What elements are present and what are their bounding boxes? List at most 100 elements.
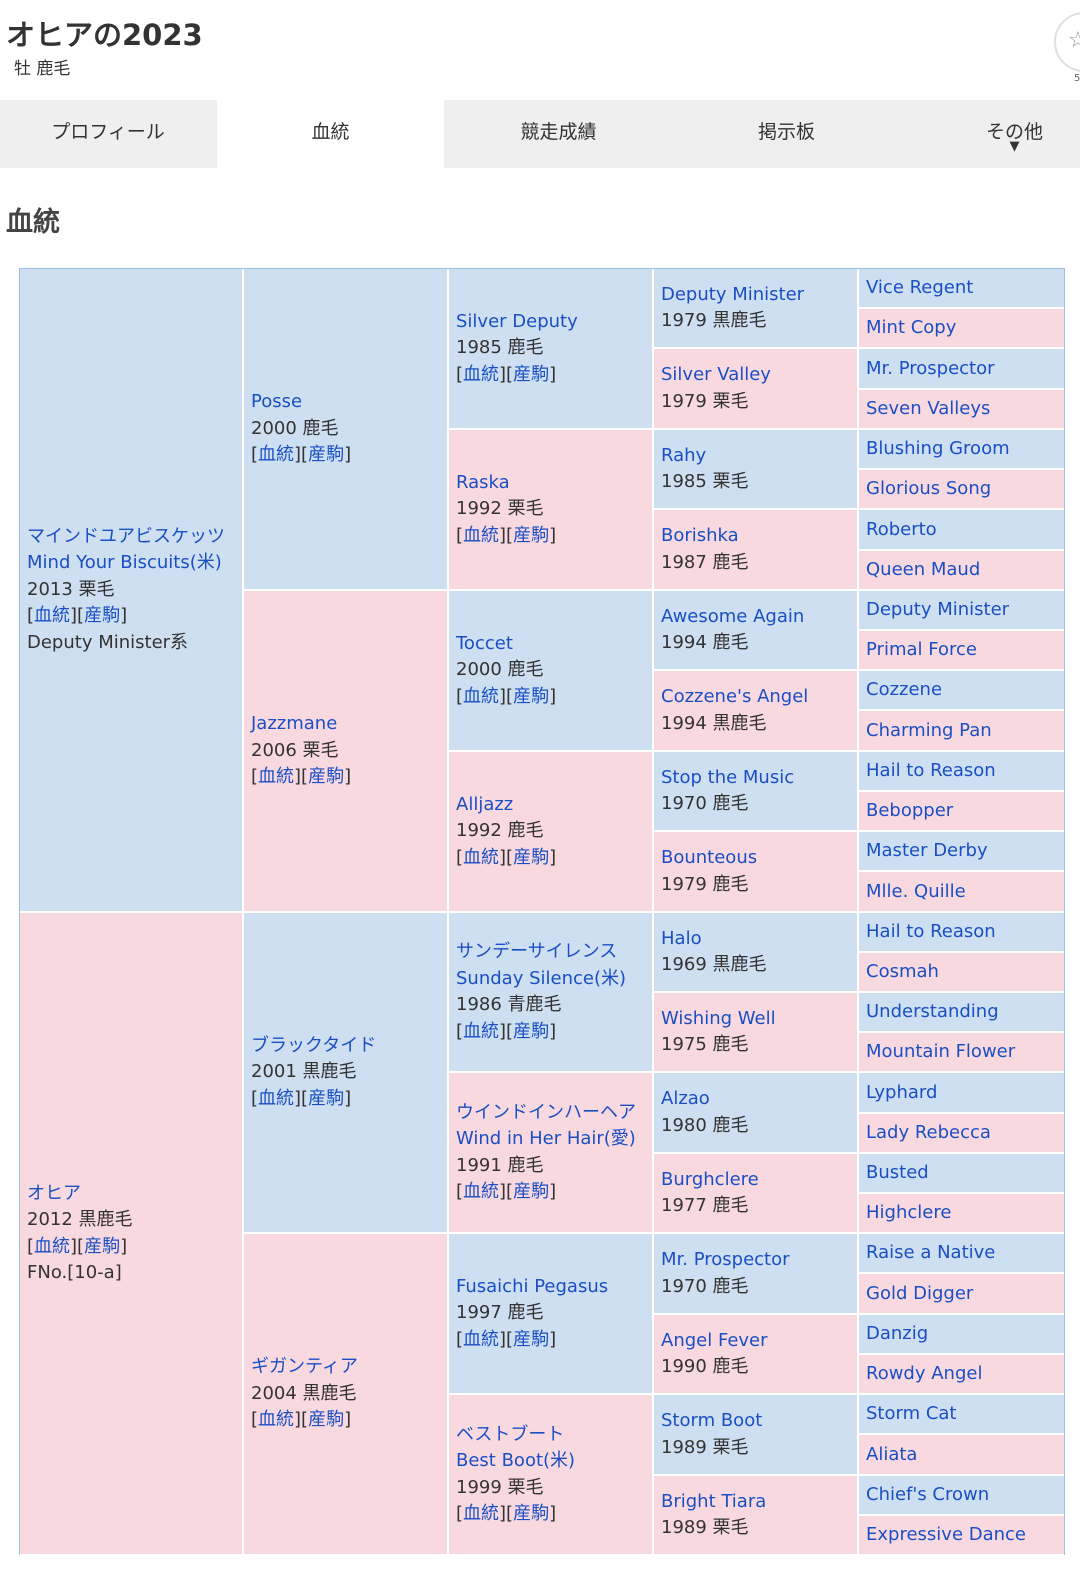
horse-name-jp-link[interactable]: サンデーサイレンス (456, 941, 618, 962)
offspring-link[interactable]: 産駒 (513, 685, 550, 707)
horse-name-link[interactable]: Awesome Again (661, 605, 805, 627)
horse-name-link[interactable]: Rowdy Angel (866, 1363, 983, 1384)
horse-name-link[interactable]: Posse (251, 391, 303, 413)
pedigree-link[interactable]: 血統 (34, 605, 71, 627)
horse-name-link[interactable]: Sunday Silence(米) (456, 967, 626, 989)
horse-name-link[interactable]: Bounteous (661, 847, 758, 868)
horse-name-link[interactable]: Primal Force (866, 639, 977, 660)
horse-name-link[interactable]: ギガンティア (251, 1356, 358, 1378)
horse-name-link[interactable]: Fusaichi Pegasus (456, 1275, 609, 1297)
pedigree-link[interactable]: 血統 (463, 1328, 500, 1350)
horse-name-jp-link[interactable]: ベストブート (456, 1423, 565, 1445)
pedigree-link[interactable]: 血統 (463, 846, 500, 868)
offspring-link[interactable]: 産駒 (308, 766, 345, 788)
horse-name-link[interactable]: Raska (456, 471, 510, 493)
horse-name-link[interactable]: Bright Tiara (661, 1490, 767, 1512)
pedigree-link[interactable]: 血統 (258, 444, 295, 466)
horse-name-link[interactable]: Hail to Reason (866, 921, 996, 942)
horse-name-link[interactable]: Lyphard (866, 1081, 938, 1103)
offspring-link[interactable]: 産駒 (513, 363, 550, 385)
horse-name-link[interactable]: Hail to Reason (866, 760, 996, 781)
horse-name-link[interactable]: Storm Boot (661, 1410, 763, 1431)
horse-name-link[interactable]: Mind Your Biscuits(米) (27, 552, 222, 574)
horse-name-link[interactable]: Queen Maud (866, 559, 981, 580)
horse-name-link[interactable]: Mint Copy (866, 317, 957, 338)
horse-name-link[interactable]: Wind in Her Hair(愛) (456, 1128, 636, 1149)
horse-name-link[interactable]: オヒア (27, 1182, 81, 1204)
horse-name-link[interactable]: Mountain Flower (866, 1041, 1016, 1062)
pedigree-link[interactable]: 血統 (34, 1235, 71, 1257)
tab-profile[interactable]: プロフィール (51, 121, 165, 143)
horse-name-link[interactable]: Wishing Well (661, 1007, 776, 1029)
tab-board[interactable]: 掲示板 (757, 121, 815, 143)
horse-name-link[interactable]: Charming Pan (866, 719, 992, 741)
horse-name-link[interactable]: Angel Fever (661, 1329, 768, 1351)
horse-name-link[interactable]: Cosmah (866, 961, 939, 982)
horse-name-link[interactable]: Deputy Minister (661, 283, 805, 305)
horse-name-link[interactable]: Vice Regent (866, 277, 974, 298)
offspring-link[interactable]: 産駒 (513, 846, 550, 868)
horse-name-jp-link[interactable]: マインドユアビスケッツ (27, 525, 225, 547)
horse-name-link[interactable]: Gold Digger (866, 1282, 974, 1304)
horse-name-link[interactable]: Expressive Dance (866, 1524, 1027, 1545)
pedigree-link[interactable]: 血統 (463, 363, 500, 385)
offspring-link[interactable]: 産駒 (84, 1235, 121, 1257)
horse-name-link[interactable]: Lady Rebecca (866, 1122, 991, 1143)
tab-other[interactable]: その他 ▼ (901, 100, 1080, 168)
offspring-link[interactable]: 産駒 (308, 1087, 345, 1109)
horse-name-jp-link[interactable]: ウインドインハーヘア (456, 1101, 636, 1123)
horse-name-link[interactable]: Toccet (456, 632, 513, 654)
horse-name-link[interactable]: Deputy Minister (866, 599, 1010, 620)
pedigree-link[interactable]: 血統 (463, 685, 500, 707)
horse-name-link[interactable]: Danzig (866, 1323, 929, 1344)
horse-name-link[interactable]: Mr. Prospector (866, 357, 995, 379)
horse-name-link[interactable]: Rahy (661, 444, 707, 466)
horse-name-link[interactable]: Stop the Music (661, 766, 795, 788)
horse-name-link[interactable]: Silver Deputy (456, 310, 578, 332)
horse-name-link[interactable]: Highclere (866, 1202, 952, 1223)
horse-name-link[interactable]: Bebopper (866, 800, 954, 821)
offspring-link[interactable]: 産駒 (513, 524, 550, 546)
favorite-button[interactable]: ☆ (1054, 12, 1080, 72)
offspring-link[interactable]: 産駒 (513, 1181, 550, 1202)
horse-name-link[interactable]: Alzao (661, 1088, 710, 1109)
offspring-link[interactable]: 産駒 (84, 605, 121, 627)
horse-name-link[interactable]: ブラックタイド (251, 1034, 377, 1056)
pedigree-link[interactable]: 血統 (258, 1087, 295, 1109)
horse-name-link[interactable]: Burghclere (661, 1168, 759, 1190)
horse-name-link[interactable]: Raise a Native (866, 1242, 996, 1263)
horse-name-link[interactable]: Master Derby (866, 840, 988, 861)
pedigree-link[interactable]: 血統 (463, 1181, 500, 1202)
pedigree-link[interactable]: 血統 (463, 524, 500, 546)
pedigree-link[interactable]: 血統 (463, 1020, 500, 1042)
horse-name-link[interactable]: Halo (661, 927, 702, 949)
horse-name-link[interactable]: Understanding (866, 1001, 999, 1022)
tab-race-results[interactable]: 競走成績 (520, 121, 597, 143)
horse-name-link[interactable]: Glorious Song (866, 478, 992, 499)
pedigree-link[interactable]: 血統 (258, 766, 295, 788)
horse-name-link[interactable]: Mlle. Quille (866, 880, 966, 902)
horse-name-link[interactable]: Seven Valleys (866, 398, 991, 419)
offspring-link[interactable]: 産駒 (513, 1328, 550, 1350)
offspring-link[interactable]: 産駒 (308, 1409, 345, 1431)
pedigree-link[interactable]: 血統 (258, 1409, 295, 1431)
horse-name-link[interactable]: Jazzmane (251, 713, 338, 735)
horse-name-link[interactable]: Borishka (661, 525, 739, 546)
offspring-link[interactable]: 産駒 (513, 1020, 550, 1042)
horse-name-link[interactable]: Silver Valley (661, 364, 771, 385)
horse-name-link[interactable]: Chief's Crown (866, 1484, 990, 1505)
offspring-link[interactable]: 産駒 (308, 444, 345, 466)
horse-name-link[interactable]: Cozzene (866, 679, 943, 700)
horse-name-link[interactable]: Roberto (866, 518, 937, 540)
horse-name-link[interactable]: Mr. Prospector (661, 1249, 790, 1270)
pedigree-link[interactable]: 血統 (463, 1503, 500, 1524)
horse-name-link[interactable]: Blushing Groom (866, 438, 1010, 459)
horse-name-link[interactable]: Busted (866, 1162, 929, 1183)
offspring-link[interactable]: 産駒 (513, 1503, 550, 1524)
tab-pedigree[interactable]: 血統 (217, 100, 444, 168)
horse-name-link[interactable]: Cozzene's Angel (661, 686, 809, 707)
horse-name-link[interactable]: Aliata (866, 1443, 918, 1465)
horse-name-link[interactable]: Storm Cat (866, 1403, 957, 1424)
horse-name-link[interactable]: Alljazz (456, 793, 514, 815)
horse-name-link[interactable]: Best Boot(米) (456, 1450, 576, 1471)
